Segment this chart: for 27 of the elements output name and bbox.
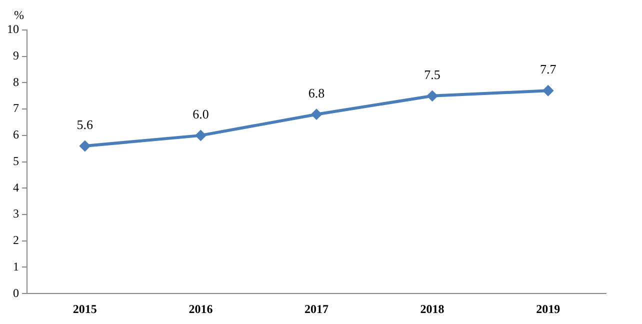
y-tick-label: 1 xyxy=(13,259,19,274)
y-tick-label: 8 xyxy=(13,74,19,89)
point xyxy=(542,85,554,96)
y-tick-label: 3 xyxy=(13,206,19,221)
x-tick-label: 2019 xyxy=(536,302,560,316)
text: 7.5 xyxy=(424,66,440,82)
y-tick-label: 2 xyxy=(13,233,19,248)
y-tick-label: 6 xyxy=(13,128,19,142)
y-tick-label: 5 xyxy=(13,154,19,168)
y-tick-label: 9 xyxy=(13,48,19,63)
y-tick-label: 10 xyxy=(7,22,19,36)
text: 5.6 xyxy=(76,116,94,132)
x-tick-label: 2015 xyxy=(72,302,97,316)
text: 6.0 xyxy=(192,106,209,122)
x-tick-label: 2017 xyxy=(304,302,328,316)
x-tick-label: 2016 xyxy=(188,302,213,316)
x-tick-label: 2018 xyxy=(420,302,444,316)
point xyxy=(426,90,438,102)
text: 6.8 xyxy=(308,85,325,100)
point xyxy=(311,108,322,120)
point xyxy=(79,140,90,152)
text: 7.7 xyxy=(540,62,556,77)
y-tick-label: 0 xyxy=(13,286,19,300)
point xyxy=(195,130,206,141)
y-axis-title: % xyxy=(14,8,24,22)
y-tick-label: 7 xyxy=(13,101,19,116)
y-tick-label: 4 xyxy=(13,180,19,194)
